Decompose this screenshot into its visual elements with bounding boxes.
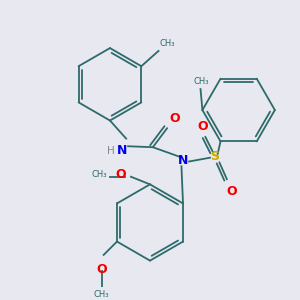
Text: O: O (116, 168, 126, 181)
Text: CH₃: CH₃ (92, 170, 107, 179)
Text: O: O (169, 112, 180, 125)
Text: CH₃: CH₃ (194, 77, 209, 86)
Text: S: S (210, 150, 219, 163)
Text: CH₃: CH₃ (94, 290, 110, 299)
Text: N: N (178, 154, 188, 167)
Text: N: N (117, 144, 128, 157)
Text: O: O (96, 262, 107, 275)
Text: O: O (226, 185, 237, 198)
Text: H: H (107, 146, 115, 156)
Text: CH₃: CH₃ (159, 39, 175, 48)
Text: O: O (197, 120, 208, 133)
